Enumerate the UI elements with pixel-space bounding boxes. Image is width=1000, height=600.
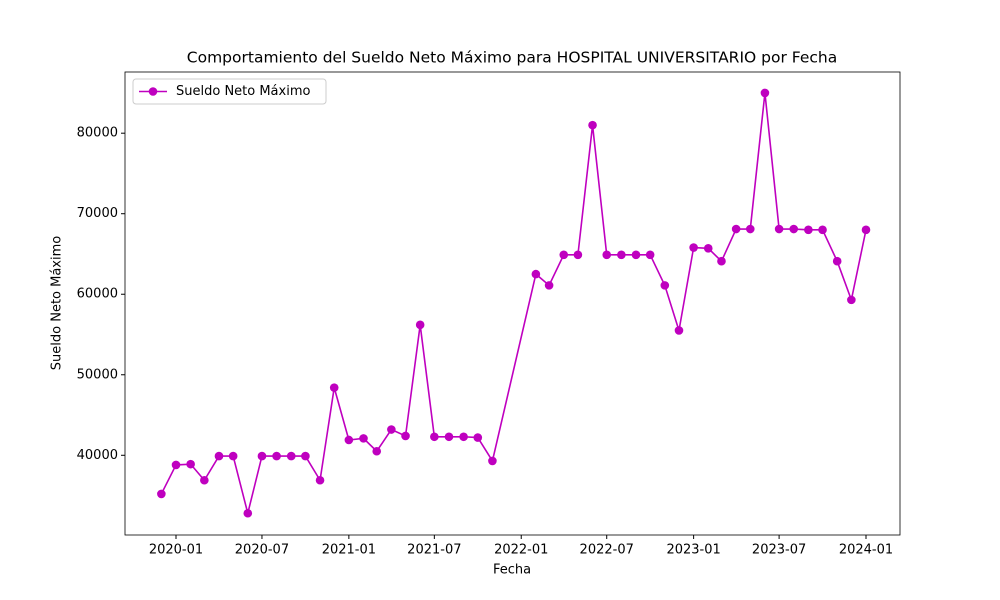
point — [257, 451, 267, 461]
x-tick-label: 2022-01 — [494, 543, 548, 558]
point — [689, 243, 698, 252]
point — [372, 446, 382, 456]
point — [544, 281, 554, 290]
point — [387, 425, 396, 434]
x-tick-label: 2020-07 — [235, 543, 289, 558]
legend-box — [132, 78, 327, 105]
point — [359, 434, 368, 443]
x-tick-label: 2023-07 — [752, 543, 806, 558]
y-tick-label: 50000 — [77, 367, 118, 382]
x-tick-label: 2022-07 — [580, 543, 634, 558]
point — [774, 224, 784, 234]
point — [473, 433, 483, 442]
x-tick-label: 2020-01 — [149, 543, 203, 558]
point — [832, 256, 842, 266]
point — [674, 326, 684, 335]
point — [401, 431, 410, 441]
point — [573, 250, 583, 260]
point — [745, 224, 755, 234]
chart-title: Comportamiento del Sueldo Neto Máximo pa… — [187, 49, 837, 67]
point — [272, 451, 281, 461]
x-tick-label: 2021-07 — [407, 543, 461, 558]
point — [804, 225, 813, 235]
point — [243, 508, 253, 518]
point — [617, 250, 626, 260]
x-tick-label: 2024-01 — [839, 543, 893, 558]
y-tick-label: 70000 — [77, 206, 118, 221]
x-axis-label: Fecha — [493, 563, 531, 578]
point — [703, 244, 713, 253]
point — [588, 120, 597, 130]
legend-label: Sueldo Neto Máximo — [176, 84, 310, 99]
point — [344, 435, 354, 445]
point — [847, 295, 856, 305]
point — [301, 451, 310, 461]
legend-marker — [148, 87, 158, 96]
plot-frame — [124, 71, 901, 536]
y-tick-label: 80000 — [77, 126, 118, 141]
point — [329, 383, 339, 392]
point — [459, 432, 468, 442]
point — [861, 225, 871, 235]
point — [789, 224, 799, 234]
point — [415, 320, 425, 330]
point — [444, 432, 454, 442]
x-tick-label: 2023-01 — [666, 543, 720, 558]
point — [602, 250, 612, 260]
y-axis-label: Sueldo Neto Máximo — [50, 236, 65, 370]
point — [200, 475, 209, 485]
point — [559, 250, 569, 260]
point — [186, 459, 195, 469]
point — [214, 451, 224, 461]
point — [315, 475, 325, 485]
point — [430, 432, 439, 442]
point — [157, 489, 166, 499]
point — [171, 460, 181, 470]
point — [531, 269, 541, 279]
y-tick-label: 60000 — [77, 287, 118, 302]
point — [660, 281, 670, 290]
x-tick-label: 2021-01 — [322, 543, 376, 558]
point — [760, 88, 770, 98]
point — [228, 451, 238, 461]
point — [286, 451, 296, 461]
point — [717, 256, 726, 266]
series-line — [160, 92, 867, 514]
point — [731, 224, 741, 234]
point — [645, 250, 655, 260]
y-tick-label: 40000 — [77, 448, 118, 463]
point — [631, 250, 641, 260]
point — [488, 456, 497, 466]
point — [818, 225, 827, 235]
